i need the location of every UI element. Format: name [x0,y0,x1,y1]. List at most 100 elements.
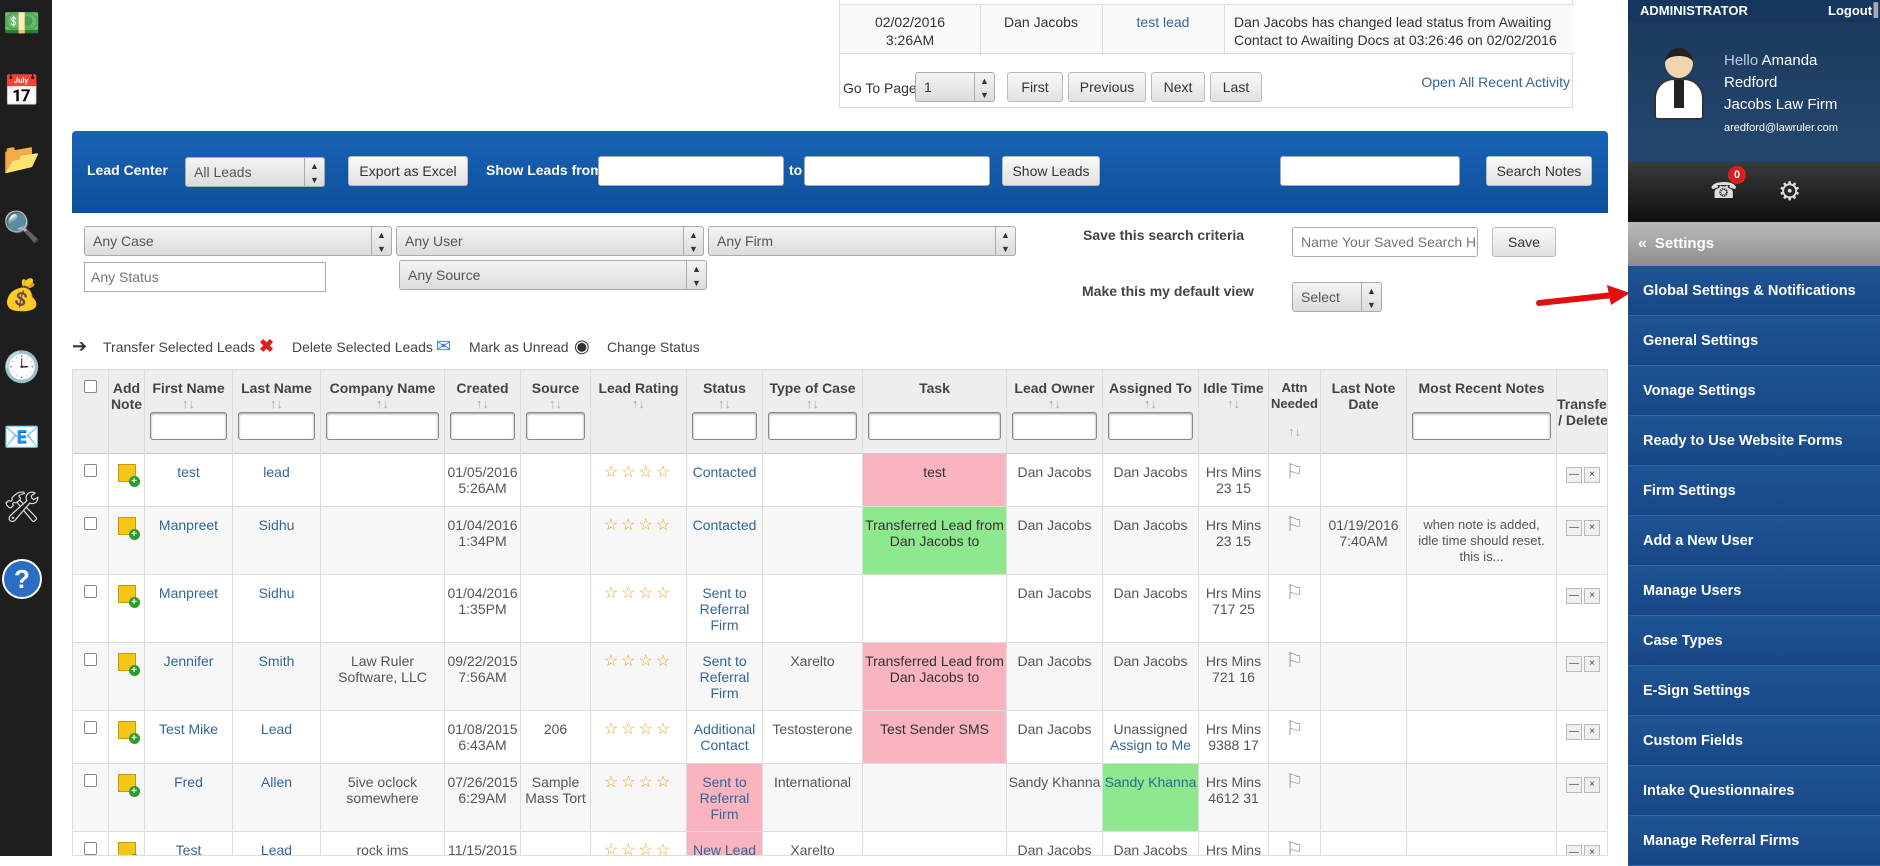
last-name[interactable]: Lead [260,842,293,856]
status-cell[interactable]: Sent to Referral Firm [687,575,763,642]
col-last-name[interactable]: Last Name ↑↓ [233,370,321,454]
flag-icon[interactable]: ⚐ [1285,839,1304,856]
transfer-icon[interactable]: — [1566,724,1582,740]
add-note-icon[interactable] [117,585,140,608]
star-rating-icon[interactable]: ☆☆☆☆ [603,585,674,602]
next-page-button[interactable]: Next [1151,72,1205,102]
help-icon[interactable]: ? [0,556,44,602]
money-icon[interactable]: 💵 [3,6,41,40]
reports-icon[interactable]: 📂 [3,142,41,176]
open-all-activity-link[interactable]: Open All Recent Activity [1421,74,1570,90]
task-cell[interactable]: test [863,454,1007,506]
sort-icon[interactable]: ↑↓ [1048,396,1061,411]
settings-menu-item[interactable]: Custom Fields [1628,716,1880,766]
delete-icon[interactable]: ✖ [259,336,275,356]
row-checkbox[interactable] [84,842,97,855]
sort-icon[interactable]: ↑↓ [476,396,489,411]
table-row[interactable]: Test Lead rock ims 11/15/2015 ☆☆☆☆ New Lead Xa… [73,832,1607,856]
task-value[interactable]: Test Sender SMS [880,721,989,737]
task-cell[interactable]: Test Sender SMS [863,711,1007,763]
col-source[interactable]: Source ↑↓ [521,370,591,454]
col-lead-owner[interactable]: Lead Owner ↑↓ [1007,370,1103,454]
last-name-filter[interactable] [238,412,315,440]
flag-icon[interactable]: ⚐ [1285,514,1304,536]
last-name[interactable]: Sidhu [258,517,295,533]
transfer-selected-link[interactable]: Transfer Selected Leads [103,339,256,355]
settings-menu-item[interactable]: Manage Users [1628,566,1880,616]
collapse-icon[interactable]: ▐ [1869,2,1879,17]
change-status-link[interactable]: Change Status [607,339,700,355]
status-value[interactable]: Contacted [692,517,757,533]
tools-icon[interactable]: 🛠 [2,490,42,524]
owner-filter[interactable] [1012,412,1097,440]
transfer-icon[interactable]: — [1566,520,1582,536]
settings-header[interactable]: «Settings [1628,222,1880,266]
transfer-icon[interactable]: — [1566,467,1582,483]
settings-menu-item[interactable]: Ready to Use Website Forms [1628,416,1880,466]
last-name[interactable]: lead [263,464,290,480]
rating-cell[interactable]: ☆☆☆☆ [591,575,687,642]
status-filter[interactable] [692,412,757,440]
flag-icon[interactable]: ⚐ [1285,771,1304,793]
delete-selected-link[interactable]: Delete Selected Leads [292,339,433,355]
first-name[interactable]: Manpreet [158,517,219,533]
status-value[interactable]: Sent to Referral Firm [699,653,750,701]
col-lead-rating[interactable]: Lead Rating ↑↓ [591,370,687,454]
add-note-icon[interactable] [117,653,140,676]
col-company[interactable]: Company Name ↑↓ [321,370,445,454]
logout-link[interactable]: Logout [1828,3,1873,18]
delete-icon[interactable]: × [1584,724,1600,740]
search-icon[interactable]: 🔍 [3,210,41,244]
flag-icon[interactable]: ⚐ [1285,650,1304,672]
source-filter[interactable] [526,412,585,440]
transfer-icon[interactable]: — [1566,588,1582,604]
row-checkbox[interactable] [84,585,97,598]
task-cell[interactable]: Transferred Lead from Dan Jacobs to [863,507,1007,574]
previous-page-button[interactable]: Previous [1068,72,1146,102]
transfer-icon[interactable]: — [1566,777,1582,793]
settings-menu-item[interactable]: Manage Referral Firms [1628,816,1880,866]
envelope-icon[interactable]: ✉ [436,336,452,356]
row-checkbox[interactable] [84,774,97,787]
change-status-icon[interactable]: ◉ [574,336,590,356]
status-value[interactable]: New Lead [692,842,757,856]
first-name[interactable]: Jennifer [163,653,214,669]
star-rating-icon[interactable]: ☆☆☆☆ [603,774,674,791]
row-checkbox[interactable] [84,721,97,734]
date-from-input[interactable] [598,156,784,186]
last-name[interactable]: Smith [258,653,295,669]
search-notes-input[interactable] [1280,156,1460,186]
last-name[interactable]: Lead [260,721,293,737]
last-name-cell[interactable]: Sidhu [233,507,321,574]
task-cell[interactable] [863,575,1007,642]
sort-icon[interactable]: ↑↓ [1288,424,1301,439]
status-cell[interactable]: Additional Contact [687,711,763,763]
sort-icon[interactable]: ↑↓ [1144,396,1157,411]
status-value[interactable]: Sent to Referral Firm [699,585,750,633]
page-select[interactable]: 1 ▲ ▼ [915,72,995,102]
row-checkbox[interactable] [84,517,97,530]
last-name[interactable]: Sidhu [258,585,295,601]
col-attn-needed[interactable]: Attn Needed ↑↓ [1269,370,1321,454]
rating-cell[interactable]: ☆☆☆☆ [591,454,687,506]
sort-icon[interactable]: ↑↓ [632,396,645,411]
rating-cell[interactable]: ☆☆☆☆ [591,711,687,763]
first-name-cell[interactable]: test [145,454,233,506]
first-name-cell[interactable]: Jennifer [145,643,233,710]
first-name-cell[interactable]: Fred [145,764,233,831]
task-value[interactable]: Transferred Lead from Dan Jacobs to [865,653,1004,685]
first-name[interactable]: Manpreet [158,585,219,601]
company-filter[interactable] [326,412,439,440]
gear-icon[interactable]: ⚙ [1778,176,1802,206]
search-notes-button[interactable]: Search Notes [1486,156,1592,186]
clock-icon[interactable]: 🕒 [3,350,41,384]
firm-filter-select[interactable]: Any Firm ▲ ▼ [708,226,1016,256]
add-note-icon[interactable] [117,464,140,487]
select-all-checkbox[interactable] [84,380,97,393]
flag-icon[interactable]: ⚐ [1285,718,1304,740]
sort-icon[interactable]: ↑↓ [1227,396,1240,411]
settings-menu-item[interactable]: Vonage Settings [1628,366,1880,416]
sort-icon[interactable]: ↑↓ [376,396,389,411]
delete-icon[interactable]: × [1584,588,1600,604]
default-view-select[interactable]: Select ▲ ▼ [1292,282,1382,312]
